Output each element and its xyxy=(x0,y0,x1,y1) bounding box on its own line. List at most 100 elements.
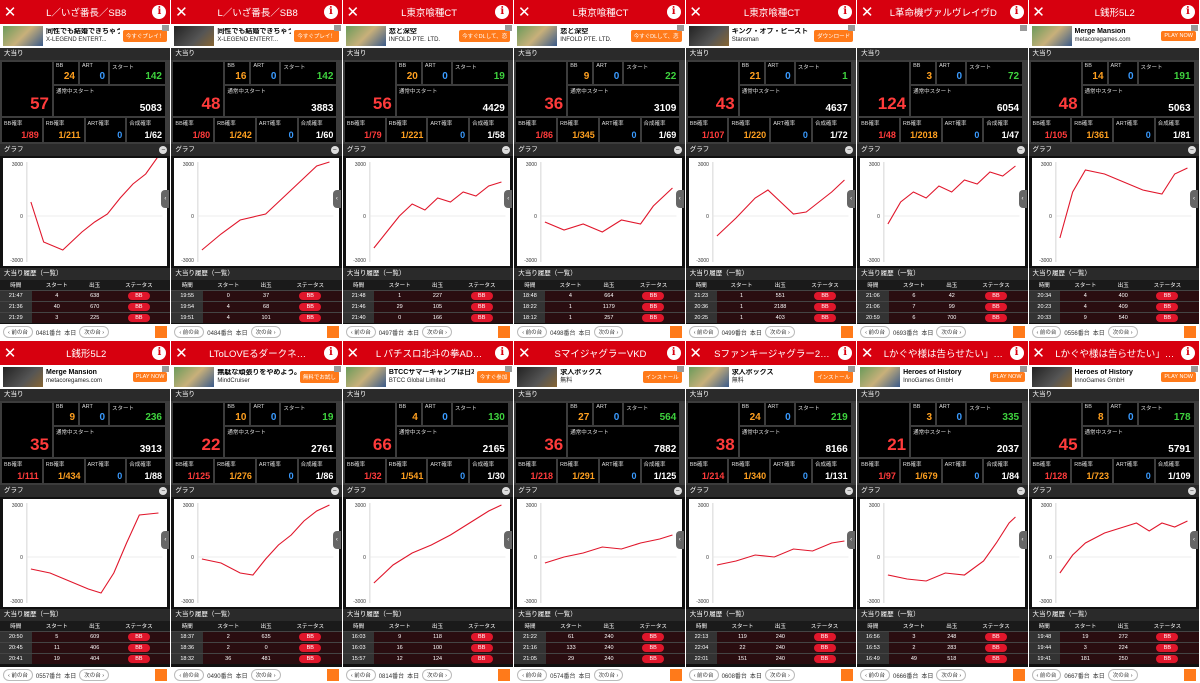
collapse-icon[interactable]: – xyxy=(1016,487,1025,495)
next-button[interactable]: 次の台 › xyxy=(1107,669,1138,681)
close-icon[interactable]: ✕ xyxy=(175,4,188,21)
chevron-left-icon[interactable]: ‹ xyxy=(675,190,684,208)
close-icon[interactable]: ✕ xyxy=(346,345,360,362)
close-icon[interactable]: ✕ xyxy=(689,4,702,21)
prev-button[interactable]: ‹ 前の台 xyxy=(517,326,548,338)
table-row[interactable]: 16:56 3 248 BB xyxy=(857,630,1028,642)
table-row[interactable]: 20:25 1 403 BB xyxy=(685,311,857,323)
next-button[interactable]: 次の台 › xyxy=(79,669,110,681)
close-icon[interactable]: ✕ xyxy=(1032,4,1045,21)
close-icon[interactable]: ✕ xyxy=(517,4,531,21)
table-row[interactable]: 19:55 0 37 BB xyxy=(171,289,342,301)
table-row[interactable]: 22:04 22 240 BB xyxy=(685,641,857,653)
table-row[interactable]: 21:47 4 638 BB xyxy=(0,289,171,301)
prev-button[interactable]: ‹ 前の台 xyxy=(174,326,205,338)
prev-button[interactable]: ‹ 前の台 xyxy=(860,669,890,681)
table-row[interactable]: 21:48 1 227 BB xyxy=(342,289,514,301)
prev-button[interactable]: ‹ 前の台 xyxy=(3,669,33,681)
table-row[interactable]: 16:03 9 118 BB xyxy=(342,630,514,642)
info-icon[interactable]: i xyxy=(838,346,853,360)
table-row[interactable]: 18:32 36 481 BB xyxy=(171,652,342,664)
collapse-icon[interactable]: – xyxy=(159,146,168,154)
next-button[interactable]: 次の台 › xyxy=(250,326,281,338)
next-button[interactable]: 次の台 › xyxy=(593,669,624,681)
chevron-left-icon[interactable]: ‹ xyxy=(675,531,684,549)
collapse-icon[interactable]: – xyxy=(673,487,682,495)
info-icon[interactable]: i xyxy=(666,5,681,19)
ad-cta-button[interactable]: 無料でお試し xyxy=(299,371,339,383)
chevron-left-icon[interactable]: ‹ xyxy=(1189,190,1198,208)
next-button[interactable]: 次の台 › xyxy=(764,326,795,338)
info-icon[interactable]: i xyxy=(1180,5,1195,19)
ad-banner[interactable]: BTCCサマーキャンプは日本で初開... BTCC Global Limited 今… xyxy=(342,365,514,389)
info-icon[interactable]: i xyxy=(666,346,681,360)
next-button[interactable]: 次の台 › xyxy=(250,669,281,681)
close-icon[interactable]: ✕ xyxy=(3,345,17,362)
close-icon[interactable]: ✕ xyxy=(3,4,17,21)
chevron-left-icon[interactable]: ‹ xyxy=(504,531,513,549)
close-icon[interactable]: ✕ xyxy=(346,4,360,21)
collapse-icon[interactable]: – xyxy=(330,487,339,495)
collapse-icon[interactable]: – xyxy=(845,146,854,154)
ad-cta-button[interactable]: インストール xyxy=(642,371,682,383)
prev-button[interactable]: ‹ 前の台 xyxy=(860,326,890,338)
collapse-icon[interactable]: – xyxy=(673,146,682,154)
info-icon[interactable]: i xyxy=(152,5,167,19)
collapse-icon[interactable]: – xyxy=(502,487,511,495)
next-button[interactable]: 次の台 › xyxy=(593,326,624,338)
collapse-icon[interactable]: – xyxy=(1187,146,1196,154)
next-button[interactable]: 次の台 › xyxy=(422,669,452,681)
close-icon[interactable]: ✕ xyxy=(175,345,188,362)
chevron-left-icon[interactable]: ‹ xyxy=(332,190,341,208)
prev-button[interactable]: ‹ 前の台 xyxy=(174,669,205,681)
ad-banner[interactable]: 同性でも結婚できちゃう？ X-LEGEND ENTERT... 今すぐプレイ！ xyxy=(171,24,342,48)
ad-cta-button[interactable]: 今すぐ参加 xyxy=(476,371,511,383)
ad-banner[interactable]: 恋と深空 INFOLD PTE. LTD. 今すぐDLして、恋 xyxy=(514,24,685,48)
info-icon[interactable]: i xyxy=(1180,346,1195,360)
ad-banner[interactable]: 求人ボックス 無料 インストール xyxy=(514,365,685,389)
table-row[interactable]: 21:05 29 240 BB xyxy=(514,652,685,664)
table-row[interactable]: 19:54 4 68 BB xyxy=(171,300,342,312)
ad-banner[interactable]: Merge Mansion metacoregames.com PLAY NOW xyxy=(1028,24,1199,48)
prev-button[interactable]: ‹ 前の台 xyxy=(688,326,719,338)
table-row[interactable]: 16:53 2 283 BB xyxy=(857,641,1028,653)
next-button[interactable]: 次の台 › xyxy=(422,326,452,338)
ad-banner[interactable]: Heroes of History InnoGames GmbH PLAY NOW xyxy=(857,365,1028,389)
info-icon[interactable]: i xyxy=(152,346,167,360)
table-row[interactable]: 21:36 40 670 BB xyxy=(0,300,171,312)
collapse-icon[interactable]: – xyxy=(1187,487,1196,495)
chevron-left-icon[interactable]: ‹ xyxy=(1018,531,1027,549)
close-icon[interactable]: ✕ xyxy=(1032,345,1045,362)
table-row[interactable]: 21:06 7 99 BB xyxy=(857,300,1028,312)
info-icon[interactable]: i xyxy=(323,5,338,19)
ad-banner[interactable] xyxy=(857,24,1028,48)
table-row[interactable]: 18:48 4 664 BB xyxy=(514,289,685,301)
table-row[interactable]: 20:33 9 540 BB xyxy=(1028,311,1199,323)
ad-cta-button[interactable]: ダウンロード xyxy=(814,30,854,42)
info-icon[interactable]: i xyxy=(495,5,510,19)
next-button[interactable]: 次の台 › xyxy=(1107,326,1138,338)
chevron-left-icon[interactable]: ‹ xyxy=(161,531,170,549)
ad-banner[interactable]: 恋と深空 INFOLD PTE. LTD. 今すぐDLして、恋 xyxy=(342,24,514,48)
chevron-left-icon[interactable]: ‹ xyxy=(504,190,513,208)
table-row[interactable]: 22:01 151 240 BB xyxy=(685,652,857,664)
next-button[interactable]: 次の台 › xyxy=(79,326,110,338)
close-icon[interactable]: ✕ xyxy=(689,345,702,362)
prev-button[interactable]: ‹ 前の台 xyxy=(345,326,376,338)
table-row[interactable]: 19:51 4 101 BB xyxy=(171,311,342,323)
prev-button[interactable]: ‹ 前の台 xyxy=(3,326,33,338)
chevron-left-icon[interactable]: ‹ xyxy=(332,531,341,549)
table-row[interactable]: 16:03 16 100 BB xyxy=(342,641,514,653)
next-button[interactable]: 次の台 › xyxy=(936,669,967,681)
collapse-icon[interactable]: – xyxy=(502,146,511,154)
chevron-left-icon[interactable]: ‹ xyxy=(1018,190,1027,208)
table-row[interactable]: 18:12 1 257 BB xyxy=(514,311,685,323)
table-row[interactable]: 21:40 0 166 BB xyxy=(342,311,514,323)
table-row[interactable]: 19:48 19 272 BB xyxy=(1028,630,1199,642)
prev-button[interactable]: ‹ 前の台 xyxy=(688,669,719,681)
close-icon[interactable]: ✕ xyxy=(517,345,531,362)
info-icon[interactable]: i xyxy=(323,346,338,360)
prev-button[interactable]: ‹ 前の台 xyxy=(1031,669,1062,681)
next-button[interactable]: 次の台 › xyxy=(936,326,967,338)
ad-banner[interactable]: 求人ボックス 無料 インストール xyxy=(685,365,857,389)
